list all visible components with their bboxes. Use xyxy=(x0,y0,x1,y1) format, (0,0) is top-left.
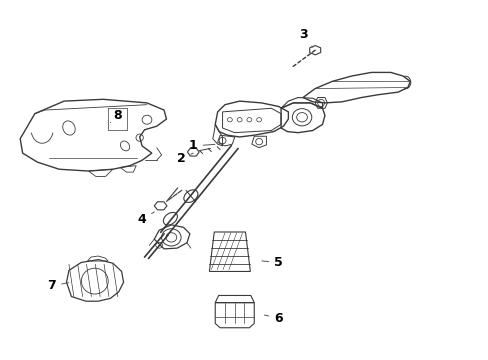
Text: 6: 6 xyxy=(264,311,283,325)
Text: 8: 8 xyxy=(110,109,122,123)
Text: 5: 5 xyxy=(262,256,283,269)
Text: 3: 3 xyxy=(298,28,312,47)
Text: 7: 7 xyxy=(47,279,68,292)
Text: 1: 1 xyxy=(188,139,214,152)
Text: 4: 4 xyxy=(138,212,154,226)
Text: 2: 2 xyxy=(176,152,193,165)
